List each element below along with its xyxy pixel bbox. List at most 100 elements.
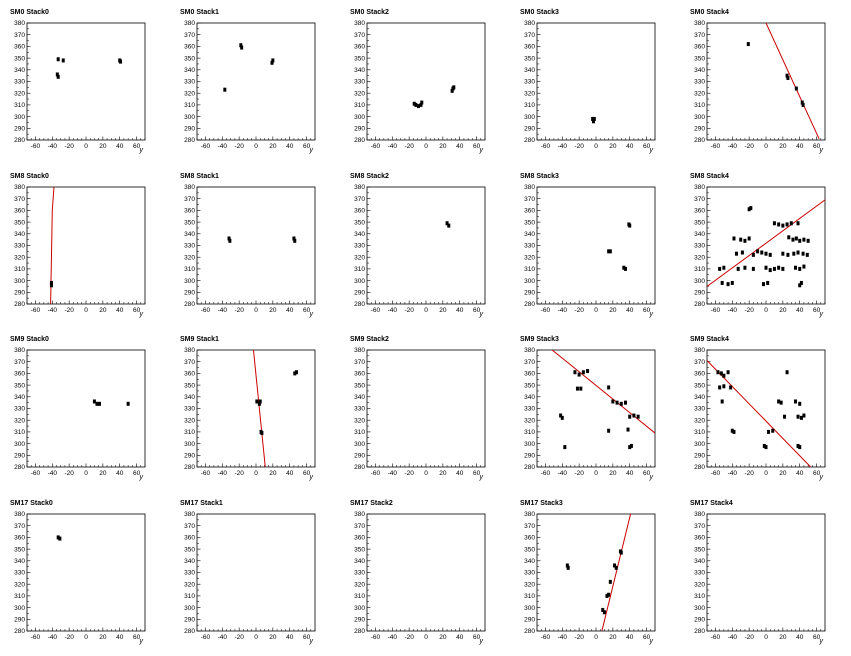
y-tick-label: 370 (354, 359, 365, 366)
data-point (622, 265, 626, 270)
y-tick-label: 310 (354, 429, 365, 436)
data-point (636, 414, 640, 419)
data-point (786, 75, 790, 80)
y-tick-label: 290 (354, 126, 365, 133)
data-point (806, 238, 810, 243)
x-tick-label: -20 (404, 143, 414, 150)
plot-frame (366, 186, 486, 305)
y-tick-label: 340 (14, 231, 25, 238)
y-tick-label: 300 (14, 605, 25, 612)
x-tick-label: -40 (48, 143, 58, 150)
x-tick-label: 20 (779, 470, 787, 477)
x-tick-label: -60 (711, 634, 721, 641)
x-tick-label: 0 (254, 634, 258, 641)
data-point (781, 223, 785, 228)
y-tick-label: 280 (354, 301, 365, 308)
y-tick-label: 380 (694, 184, 705, 191)
y-tick-label: 370 (694, 523, 705, 530)
x-tick-label: 40 (286, 143, 294, 150)
data-point (732, 429, 736, 434)
chart-panel: SM8 Stack3 280 290 300 310 320 330 340 350 360 370… (520, 173, 656, 318)
fit-line (50, 187, 55, 304)
y-tick-label: 330 (14, 570, 25, 577)
y-tick-label: 330 (354, 79, 365, 86)
data-point (785, 370, 789, 375)
x-axis-label: y (819, 311, 824, 318)
y-tick-label: 300 (184, 114, 195, 121)
plot-frame (26, 22, 146, 141)
x-tick-label: -40 (728, 634, 738, 641)
x-axis-label: y (139, 638, 144, 645)
y-tick-label: 310 (694, 266, 705, 273)
plot-frame (536, 22, 656, 141)
y-tick-label: 350 (694, 546, 705, 553)
x-tick-label: -60 (541, 307, 551, 314)
data-point (293, 238, 297, 243)
data-point (452, 85, 456, 90)
y-tick-label: 310 (524, 593, 535, 600)
y-tick-label: 380 (524, 511, 535, 518)
plot-frame (366, 22, 486, 141)
data-point (420, 100, 424, 105)
y-tick-label: 370 (524, 196, 535, 203)
x-tick-label: 40 (286, 470, 294, 477)
data-point (575, 386, 579, 391)
data-point (613, 563, 617, 568)
y-tick-label: 290 (354, 617, 365, 624)
y-tick-label: 360 (524, 371, 535, 378)
x-tick-label: -40 (728, 307, 738, 314)
x-tick-label: -40 (48, 307, 58, 314)
y-tick-label: 290 (354, 290, 365, 297)
y-tick-label: 300 (14, 114, 25, 121)
y-tick-label: 310 (524, 429, 535, 436)
chart-panel: SM17 Stack4 280 290 300 310 320 330 340 350 360 37… (690, 500, 826, 645)
x-tick-label: -60 (541, 470, 551, 477)
y-tick-label: 370 (354, 523, 365, 530)
chart-panel: SM17 Stack1 280 290 300 310 320 330 340 350 360 37… (180, 500, 316, 645)
y-tick-label: 380 (14, 20, 25, 27)
y-tick-label: 380 (354, 347, 365, 354)
x-tick-label: -20 (64, 634, 74, 641)
data-point (611, 399, 615, 404)
x-tick-label: 0 (424, 143, 428, 150)
y-tick-label: 280 (694, 301, 705, 308)
y-tick-label: 320 (694, 417, 705, 424)
y-tick-label: 360 (354, 44, 365, 51)
y-tick-label: 300 (524, 605, 535, 612)
x-tick-label: -20 (574, 470, 584, 477)
fit-line (707, 360, 812, 467)
x-tick-label: 60 (473, 470, 481, 477)
x-tick-label: -20 (404, 470, 414, 477)
x-tick-label: 60 (133, 143, 141, 150)
data-point (720, 399, 724, 404)
fit-line (601, 514, 632, 631)
x-tick-label: -20 (64, 470, 74, 477)
data-point (771, 428, 775, 433)
y-tick-label: 370 (524, 359, 535, 366)
data-point (781, 266, 785, 271)
data-point (260, 431, 264, 436)
x-axis-label: y (819, 638, 824, 645)
chart-title: SM0 Stack1 (180, 9, 219, 16)
y-tick-label: 370 (184, 32, 195, 39)
x-tick-label: -40 (218, 307, 228, 314)
x-tick-label: -60 (201, 307, 211, 314)
y-tick-label: 330 (14, 79, 25, 86)
x-tick-label: 0 (84, 634, 88, 641)
data-point (581, 370, 585, 375)
x-tick-label: 60 (643, 143, 651, 150)
y-tick-label: 350 (354, 55, 365, 62)
x-tick-label: -40 (558, 307, 568, 314)
x-tick-label: 40 (626, 307, 634, 314)
chart-title: SM9 Stack2 (350, 336, 389, 343)
y-tick-label: 280 (14, 137, 25, 144)
x-tick-label: -20 (234, 143, 244, 150)
x-tick-label: -60 (31, 470, 41, 477)
x-tick-label: -20 (574, 143, 584, 150)
y-tick-label: 350 (694, 219, 705, 226)
y-tick-label: 290 (14, 453, 25, 460)
data-point (223, 87, 227, 92)
y-tick-label: 280 (184, 628, 195, 635)
x-tick-label: 20 (269, 143, 277, 150)
x-tick-label: 20 (99, 307, 107, 314)
